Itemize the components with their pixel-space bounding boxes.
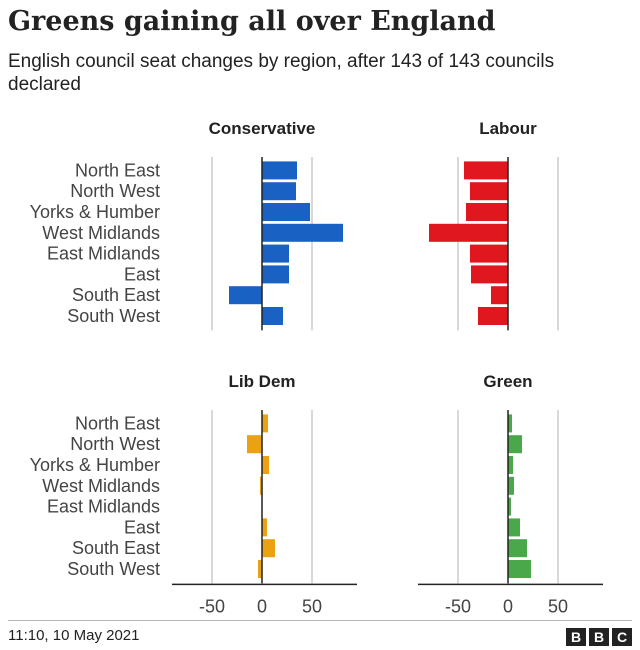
chart-title: Greens gaining all over England	[8, 6, 496, 37]
tick-label: 50	[548, 596, 568, 616]
bar	[508, 497, 511, 516]
tick-label: -50	[445, 596, 471, 616]
bar	[262, 161, 297, 180]
bar	[508, 539, 527, 558]
panel-conservative: Conservative	[209, 119, 343, 331]
category-label: East	[124, 517, 160, 537]
category-label: North West	[70, 434, 160, 454]
tick-label: 50	[302, 596, 322, 616]
category-label: East Midlands	[47, 497, 160, 517]
bar	[508, 476, 514, 495]
bar	[508, 435, 522, 454]
panel-lib-dem: Lib Dem -50 0 50	[172, 372, 357, 616]
bar	[262, 307, 283, 325]
panel-labour: Labour	[429, 119, 559, 331]
bbc-logo: B B C	[566, 628, 632, 646]
category-label: West Midlands	[42, 476, 160, 496]
panel-title: Labour	[479, 119, 537, 138]
bar	[470, 182, 508, 201]
timestamp: 11:10, 10 May 2021	[8, 627, 140, 644]
category-label: North West	[70, 181, 160, 201]
bar	[262, 244, 289, 263]
category-label: North East	[75, 160, 160, 180]
category-label: South East	[72, 285, 160, 305]
logo-letter-c: C	[612, 628, 632, 646]
bar	[260, 476, 262, 495]
footer-divider	[8, 620, 632, 621]
bar	[508, 518, 520, 537]
bar	[491, 286, 508, 305]
bar	[508, 456, 513, 474]
category-label: North East	[75, 413, 160, 433]
category-label: South West	[67, 306, 160, 326]
bar	[262, 265, 289, 284]
panel-title: Conservative	[209, 119, 316, 138]
category-label: South West	[67, 559, 160, 579]
category-label: East Midlands	[47, 244, 160, 264]
category-label: West Midlands	[42, 223, 160, 243]
category-label: Yorks & Humber	[30, 455, 160, 475]
category-label: South East	[72, 538, 160, 558]
chart-subtitle: English council seat changes by region, …	[8, 51, 555, 95]
tick-label: -50	[199, 596, 225, 616]
bar	[229, 286, 262, 305]
panel-title: Green	[483, 372, 532, 391]
bar	[464, 161, 508, 180]
bar	[508, 560, 531, 578]
bar	[429, 223, 508, 242]
bar	[262, 223, 343, 242]
bar	[247, 435, 262, 454]
panel-green: Green -50 0 50	[418, 372, 603, 616]
logo-letter-b1: B	[566, 628, 586, 646]
tick-label: 0	[257, 596, 267, 616]
bar	[471, 265, 508, 284]
category-label: East	[124, 264, 160, 284]
bar	[262, 182, 296, 201]
category-label: Yorks & Humber	[30, 202, 160, 222]
bar	[262, 203, 310, 221]
bar	[262, 456, 269, 474]
bar	[262, 539, 275, 558]
bar	[262, 414, 268, 433]
bar	[508, 414, 512, 433]
logo-letter-b2: B	[589, 628, 609, 646]
tick-label: 0	[503, 596, 513, 616]
bar	[262, 518, 267, 537]
bar	[470, 244, 508, 263]
bar	[466, 203, 508, 221]
panel-title: Lib Dem	[228, 372, 295, 391]
bar	[258, 560, 262, 578]
bar	[478, 307, 508, 325]
